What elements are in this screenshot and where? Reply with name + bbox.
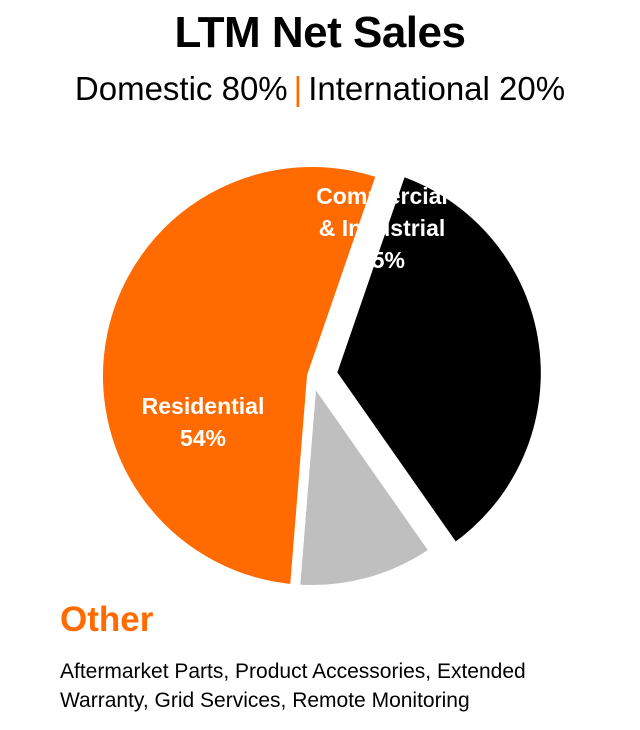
pie-slice-2 <box>93 157 387 595</box>
chart-subtitle: Domestic 80% | International 20% <box>0 70 640 108</box>
international-share: International 20% <box>308 70 566 107</box>
other-description: Aftermarket Parts, Product Accessories, … <box>60 660 526 712</box>
pie-slice-label-line: Commercial <box>316 183 448 209</box>
pie-slice-label-line: 11% <box>426 455 471 481</box>
chart-title: LTM Net Sales <box>174 8 466 57</box>
pie-slice-1 <box>289 371 440 595</box>
pie-slice-label-line: 35% <box>359 247 405 273</box>
pie-slice-label-line: 54% <box>180 425 226 451</box>
other-heading: Other <box>60 600 154 639</box>
pie-slice-0 <box>326 165 551 554</box>
pie-slice-label-1: Other 11% <box>417 423 478 481</box>
domestic-share: Domestic 80% <box>74 70 288 107</box>
pie-slice-label-line: Other <box>417 423 478 449</box>
subtitle-separator: | <box>293 70 303 107</box>
pie-slice-label-line: & Industrial <box>319 215 446 241</box>
pie-slice-label-2: Residential 54% <box>142 393 265 451</box>
pie-slice-label-line: Residential <box>142 393 265 419</box>
pie-slice-label-0: Commercial & Industrial 35% <box>316 183 448 273</box>
